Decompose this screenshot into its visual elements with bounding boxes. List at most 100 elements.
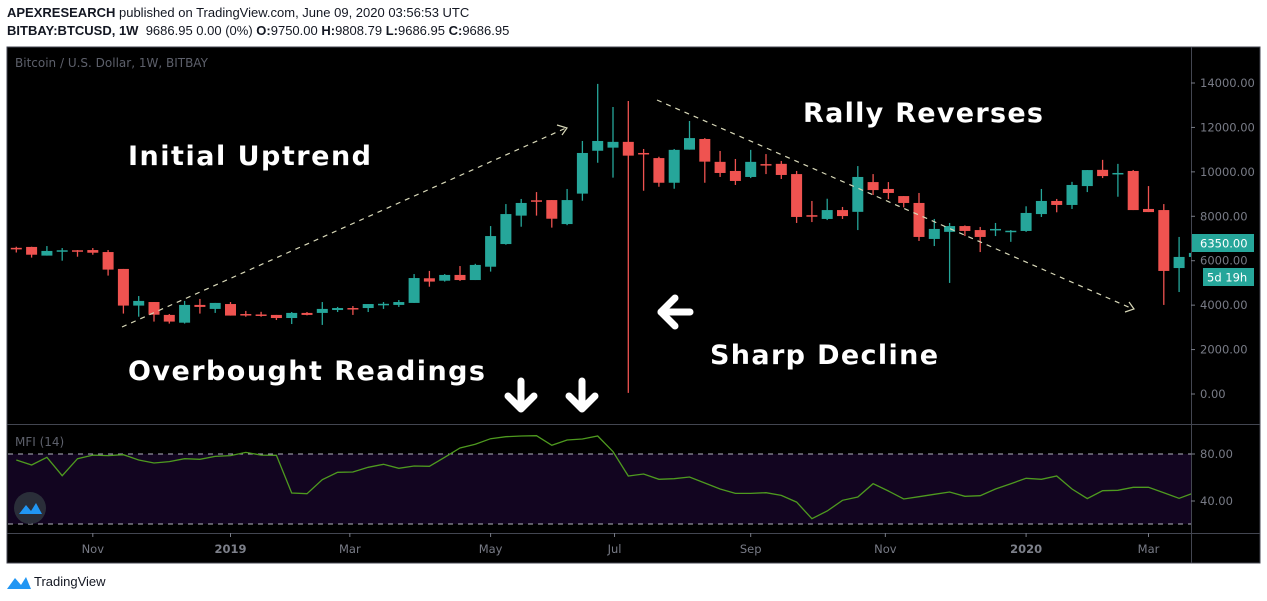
candle-body xyxy=(102,252,114,270)
candle-body xyxy=(729,170,741,181)
candle-body xyxy=(607,141,619,148)
author-name[interactable]: APEXRESEARCH xyxy=(7,5,116,20)
mfi-tick-label: 80.00 xyxy=(1200,447,1233,461)
candle-body xyxy=(408,278,420,303)
price-tick-label: 12000.00 xyxy=(1200,120,1255,134)
arrow-left-icon[interactable] xyxy=(657,294,694,330)
candle-body xyxy=(668,149,680,183)
tradingview-logo-icon[interactable] xyxy=(7,577,31,589)
candle xyxy=(133,296,145,317)
candle-body xyxy=(592,140,604,151)
candle-body xyxy=(1020,212,1032,231)
candle xyxy=(56,248,68,261)
candle xyxy=(378,302,389,309)
candle-body xyxy=(209,302,221,309)
candle-body xyxy=(56,250,68,252)
candle-body xyxy=(944,226,956,232)
candle-body xyxy=(270,314,282,319)
candle xyxy=(867,174,879,195)
candle xyxy=(148,302,160,322)
candle-body xyxy=(1035,200,1047,215)
candle xyxy=(41,246,53,256)
candle-body xyxy=(240,314,252,316)
candle xyxy=(209,302,221,313)
candle-body xyxy=(1066,184,1078,205)
time-axis[interactable]: Nov 2019 Mar May Jul Sep Nov 2020 Mar xyxy=(82,533,1160,556)
time-tick-label: Sep xyxy=(740,542,762,556)
candle xyxy=(1127,169,1139,211)
candle-body xyxy=(775,163,787,175)
candle xyxy=(393,300,405,307)
annotation-rally-reverses[interactable]: Rally Reverses xyxy=(803,98,1043,129)
candle xyxy=(745,149,757,179)
candle xyxy=(990,222,1001,237)
tradingview-watermark-icon[interactable] xyxy=(14,492,46,524)
trendline-downtrend[interactable] xyxy=(656,99,1135,313)
price-tick-label: 4000.00 xyxy=(1200,298,1248,312)
countdown-text: 5d 19h xyxy=(1207,271,1247,285)
candle-body xyxy=(179,304,191,323)
annotation-overbought[interactable]: Overbought Readings xyxy=(128,356,485,387)
mfi-tick-label: 40.00 xyxy=(1200,494,1233,508)
candle-body xyxy=(133,300,145,306)
candle xyxy=(699,138,711,183)
candle xyxy=(791,170,803,223)
candle xyxy=(638,148,650,191)
symbol-label: BITBAY:BTCUSD, 1W xyxy=(7,23,139,38)
candle-body xyxy=(821,210,833,219)
candle-body xyxy=(546,200,558,219)
candle xyxy=(974,226,986,253)
candle-body xyxy=(72,250,83,252)
candle-body xyxy=(714,161,726,173)
candle xyxy=(225,302,236,316)
candle-body xyxy=(439,274,451,281)
candle xyxy=(286,312,298,325)
time-tick-label: Mar xyxy=(339,542,361,556)
candle-body xyxy=(1081,170,1093,187)
candle xyxy=(1005,230,1017,242)
candle xyxy=(179,300,191,324)
annotation-initial-uptrend[interactable]: Initial Uptrend xyxy=(128,141,371,172)
candle-body xyxy=(1188,252,1191,257)
candle-body xyxy=(791,174,803,217)
mfi-axis[interactable]: 80.00 40.00 xyxy=(1191,447,1233,508)
footer-brand[interactable]: TradingView xyxy=(34,574,106,589)
trendline-uptrend[interactable] xyxy=(121,124,568,328)
close-value: 9686.95 xyxy=(462,23,510,38)
candle xyxy=(928,218,940,247)
candle-body xyxy=(852,176,864,212)
publish-text: published on TradingView.com, June 09, 2… xyxy=(118,5,470,20)
candle-body xyxy=(332,308,344,311)
low-value: 9686.95 xyxy=(397,23,445,38)
candle-body xyxy=(378,303,389,306)
candle xyxy=(1066,181,1078,209)
high-label: H: xyxy=(321,23,336,38)
candle-body xyxy=(699,138,711,162)
high-value: 9808.79 xyxy=(335,23,383,38)
candle xyxy=(163,314,175,324)
candle xyxy=(485,226,497,272)
arrow-down-icon[interactable] xyxy=(504,377,538,413)
candle xyxy=(959,225,971,237)
candle-body xyxy=(255,314,267,316)
candle-body xyxy=(1005,230,1017,233)
candle xyxy=(194,298,206,314)
candle xyxy=(72,250,83,257)
candle-body xyxy=(26,246,38,255)
candle-body xyxy=(622,141,634,156)
candle xyxy=(408,274,420,303)
publish-info: APEXRESEARCH published on TradingView.co… xyxy=(7,5,469,20)
candle xyxy=(837,206,848,219)
price-axis[interactable]: 14000.00 12000.00 10000.00 8000.00 6000.00 40… xyxy=(1191,76,1255,401)
open-value: 9750.00 xyxy=(270,23,318,38)
mfi-band-fill xyxy=(8,454,1191,524)
candle xyxy=(1173,236,1185,293)
annotation-sharp-decline[interactable]: Sharp Decline xyxy=(710,340,938,371)
arrow-down-icon[interactable] xyxy=(565,377,599,413)
candle xyxy=(500,204,512,245)
candle-body xyxy=(531,200,542,202)
indicator-label[interactable]: MFI (14) xyxy=(15,435,64,449)
candle-body xyxy=(745,161,757,177)
candle xyxy=(944,222,956,283)
